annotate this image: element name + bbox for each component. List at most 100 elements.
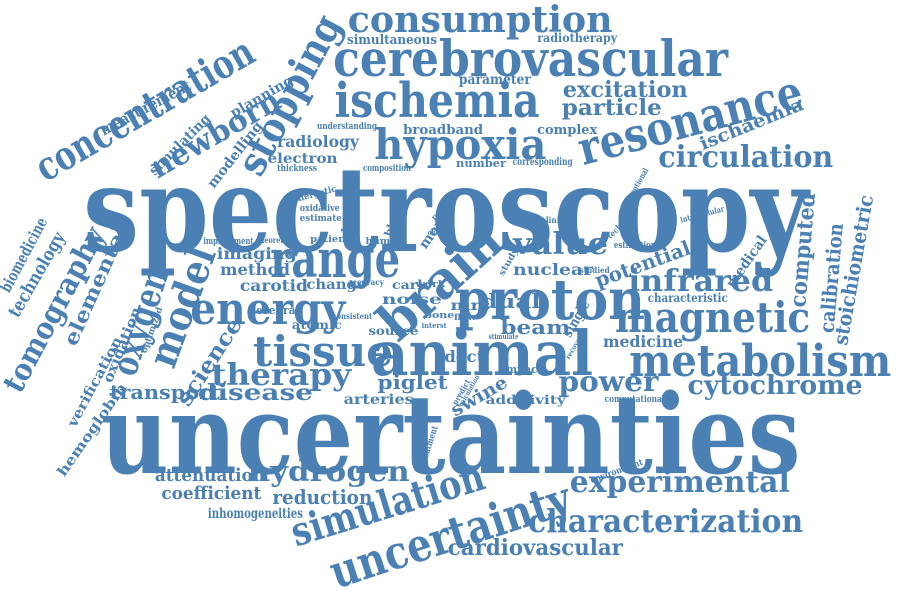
word-treatment: treatment (418, 424, 441, 466)
word-stoichiometric: stoichiometric (827, 193, 878, 347)
word-cytochrome: cytochrome (687, 371, 863, 401)
word-radiotherapy: radiotherapy (537, 31, 618, 45)
word-computed: computed (785, 191, 822, 309)
word-technology: technology (3, 228, 70, 322)
word-electron: electron (266, 151, 338, 167)
word-estimation: estimation (613, 240, 656, 251)
word-spectroscopy: spectroscopy (82, 140, 808, 279)
word-animal: animal (371, 317, 594, 390)
word-particle: particle (561, 95, 662, 121)
word-attenuation: attenuation (154, 465, 265, 486)
word-study: study (496, 246, 521, 278)
word-observe: observe (427, 227, 453, 237)
word-transport: transport (109, 380, 220, 404)
word-medical: medical (723, 232, 771, 292)
word-oxidation: oxidation (99, 304, 145, 386)
word-calculation: calculation (456, 372, 482, 408)
word-metabolism: metabolism (629, 336, 892, 387)
word-source: source (367, 324, 418, 338)
word-mean: mean (439, 208, 456, 232)
word-studied: studied (579, 265, 610, 275)
word-stopping: stopping (227, 6, 352, 184)
word-medicine: medicine (602, 332, 684, 351)
word-stimulate: stimulate (488, 331, 519, 341)
word-calibration: calibration (814, 222, 848, 334)
word-cerebrovascular: cerebrovascular (332, 29, 728, 88)
word-energetic: energetic (291, 183, 338, 206)
word-broadband: broadband (403, 122, 484, 138)
word-composition: composition (362, 163, 411, 174)
word-hemoglobin: hemoglobin (53, 380, 131, 480)
word-planning: planning (227, 72, 297, 122)
word-simultaneous: simultaneous (347, 32, 437, 48)
word-swine: swine (446, 371, 511, 422)
word-proton: proton (454, 267, 645, 333)
word-thickness: thickness (277, 163, 318, 174)
word-elemental: elemental (57, 220, 133, 350)
word-human: human (364, 236, 404, 247)
word-accuracy: accuracy (347, 277, 384, 287)
word-science: science (171, 312, 248, 412)
word-energy: energy (190, 284, 346, 335)
word-change: change (305, 277, 366, 293)
word-environment: environment (589, 457, 645, 486)
word-monte: monte (415, 201, 458, 253)
word-ischaemia: ischaemia (696, 94, 807, 155)
word-method: method (219, 260, 291, 279)
word-nirs: nirs (449, 298, 490, 314)
word-brain: brain (365, 210, 514, 353)
word-concentration: concentration (26, 28, 263, 192)
word-characteristic: characteristic (647, 291, 728, 305)
word-coefficient: coefficient (160, 483, 261, 504)
word-nuclear: nuclear (513, 260, 594, 279)
word-clinical: clinical (540, 215, 571, 225)
word-ischemia: ischemia (334, 73, 540, 129)
word-density: density (337, 186, 361, 238)
word-single: single (559, 297, 594, 341)
word-simulation: simulation (285, 452, 491, 557)
word-carotid: carotid (239, 276, 308, 295)
word-verification: verification (64, 334, 126, 430)
word-noise: noise (381, 292, 442, 308)
word-carlo: carlo (391, 278, 432, 292)
word-inhomogeneities: inhomogeneities (207, 506, 303, 522)
word-power: power (557, 365, 658, 398)
word-therapy: therapy (211, 358, 352, 393)
word-flow: flow (454, 312, 477, 322)
word-characterization: characterization (527, 502, 803, 540)
word-uncertainties: uncertainties (100, 370, 800, 499)
word-intracellular: intracellular (679, 203, 726, 225)
word-dual: dual (480, 289, 541, 313)
word-dect: dect (443, 347, 484, 366)
word-hypoxia: hypoxia (373, 120, 546, 169)
word-disease: disease (197, 380, 313, 406)
word-excitation: excitation (562, 77, 688, 103)
word-piglet: piglet (377, 370, 448, 394)
word-conventional: conventional (619, 166, 651, 210)
word-potential: potential (591, 235, 694, 293)
word-understanding: understanding (316, 121, 378, 132)
word-magnetic: magnetic (614, 293, 810, 342)
word-simulating: simulating (146, 111, 215, 179)
word-biomedicine: biomedicine (0, 214, 52, 296)
word-technique: technique (604, 205, 640, 241)
word-optimized: optimized (139, 305, 166, 355)
word-modelling: modelling (203, 118, 266, 192)
word-range: range (270, 229, 401, 290)
word-circulation: circulation (657, 140, 833, 175)
word-theoretical: theoretical (256, 235, 297, 245)
word-bone: bone (423, 310, 454, 321)
word-uncertainty: uncertainty (322, 470, 578, 591)
word-interst: interst (421, 320, 447, 330)
word-blood: blood (382, 201, 405, 239)
word-value: value (512, 227, 608, 262)
word-reduce: reduce (429, 194, 458, 223)
word-consistent: consistent (332, 311, 373, 321)
word-parameter: parameter (458, 72, 531, 88)
word-estimate: estimate (299, 213, 342, 224)
word-oxygen: oxygen (102, 263, 177, 381)
word-model: model (138, 240, 226, 374)
word-complex: complex (537, 122, 598, 138)
word-impact: impact (502, 362, 543, 376)
